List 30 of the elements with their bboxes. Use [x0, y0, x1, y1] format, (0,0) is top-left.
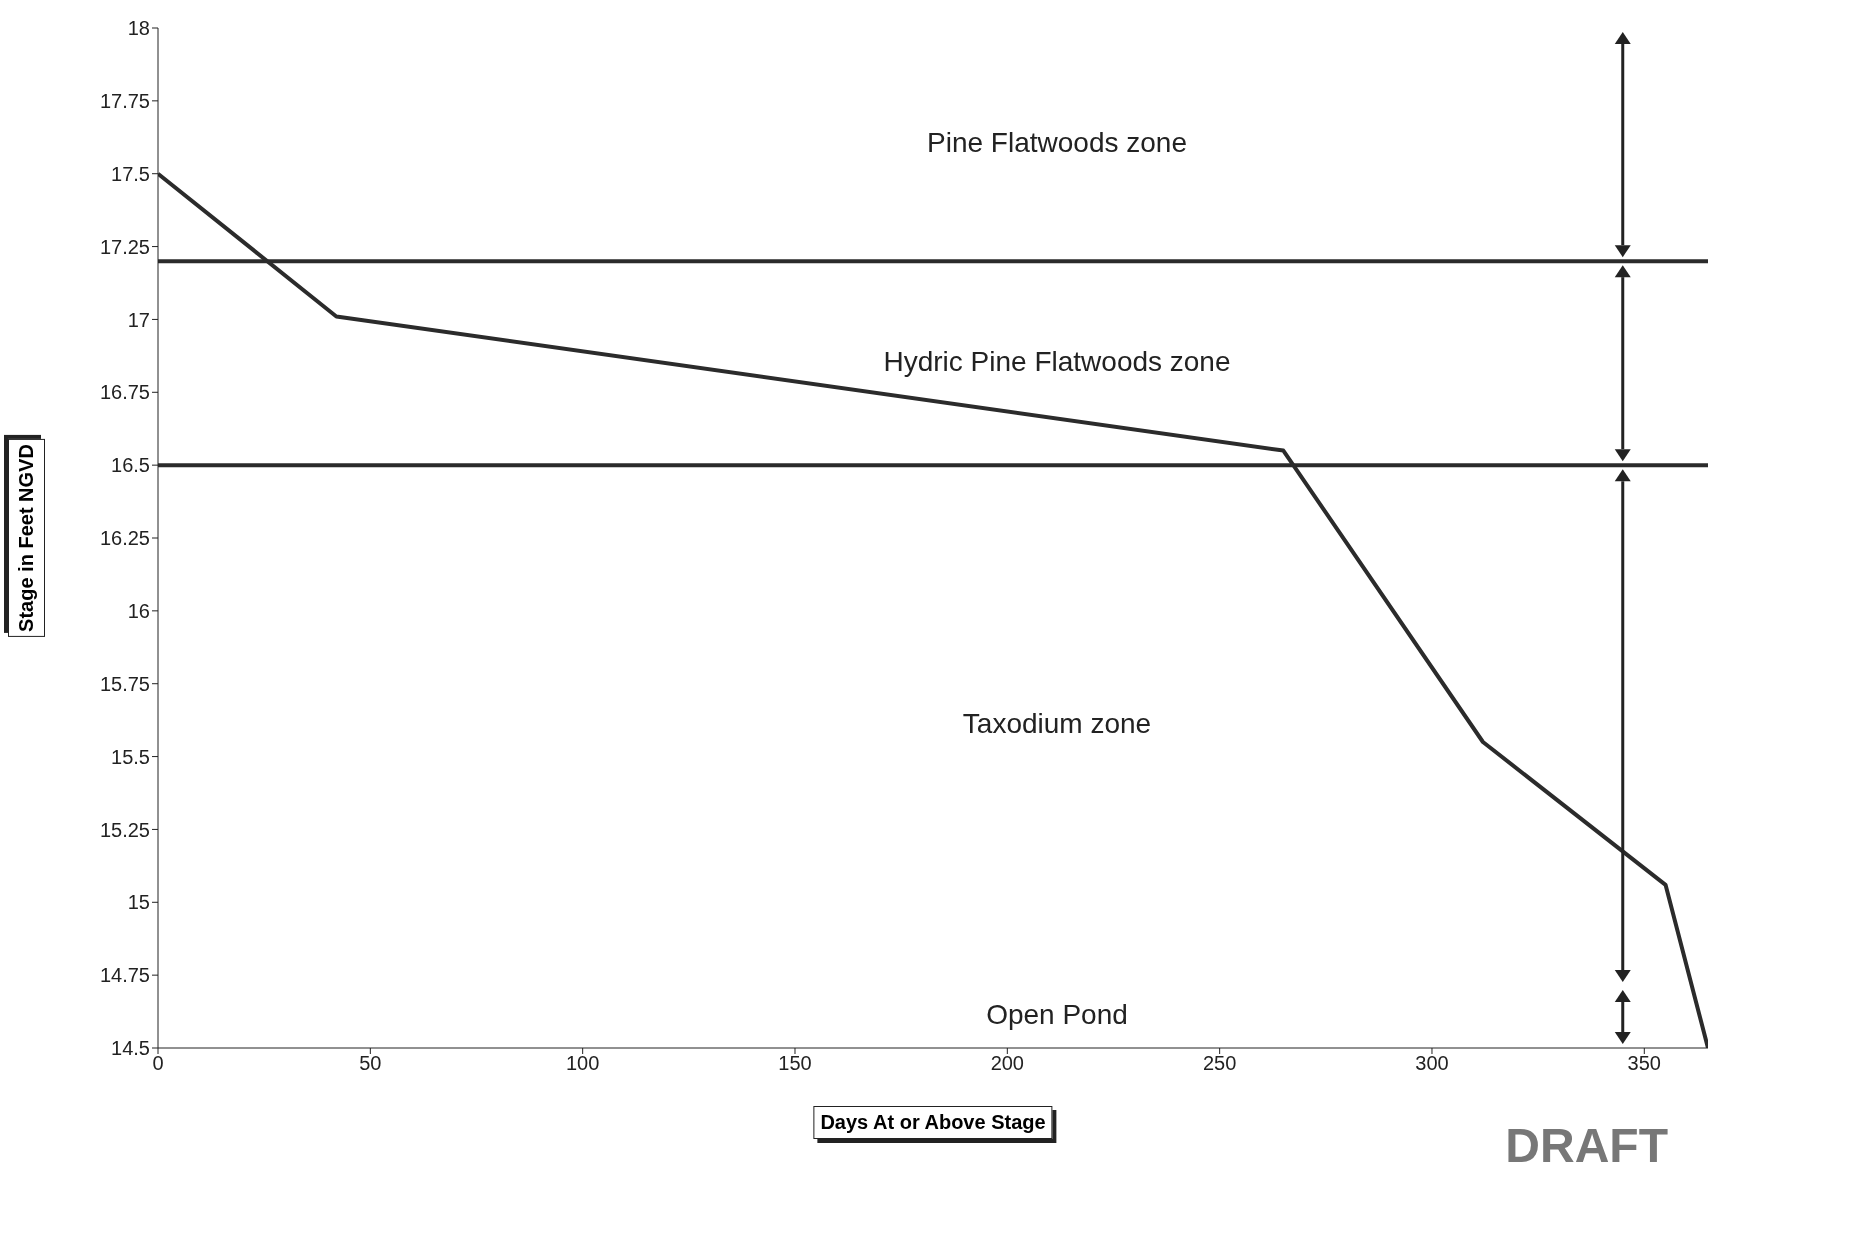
y-tick-label: 16 — [127, 599, 150, 622]
x-tick-label: 300 — [1415, 1052, 1449, 1075]
y-tick-label: 18 — [127, 17, 150, 40]
y-tick-label: 14.5 — [111, 1037, 150, 1060]
x-tick-label: 100 — [565, 1052, 600, 1075]
x-tick-label: 150 — [778, 1052, 812, 1075]
y-tick-label: 17.75 — [99, 89, 150, 112]
x-tick-label: 50 — [359, 1052, 382, 1075]
y-tick-label: 16.25 — [99, 527, 150, 550]
y-tick-label: 15.5 — [111, 745, 150, 768]
y-tick-label: 15.75 — [99, 672, 150, 695]
y-axis-title: Stage in Feet NGVD — [8, 439, 45, 637]
y-tick-label: 17.25 — [99, 235, 150, 258]
annotation: Open Pond — [986, 999, 1128, 1031]
x-tick-label: 350 — [1627, 1052, 1661, 1075]
annotation: Hydric Pine Flatwoods zone — [883, 345, 1231, 377]
y-tick-label: 15 — [127, 891, 150, 914]
x-tick-label: 0 — [152, 1052, 164, 1075]
y-tick-label: 15.25 — [99, 818, 150, 841]
y-tick-label: 16.75 — [99, 381, 150, 404]
y-tick-label: 16.5 — [111, 454, 150, 477]
x-tick-label: 250 — [1202, 1052, 1237, 1075]
y-tick-label: 14.75 — [99, 964, 150, 987]
x-tick-label: 200 — [990, 1052, 1024, 1075]
text: DRAFT — [1505, 1118, 1668, 1173]
annotation: Taxodium zone — [962, 707, 1152, 739]
annotation: Pine Flatwoods zone — [927, 126, 1187, 158]
y-tick-label: 17.5 — [111, 162, 150, 185]
x-axis-title: Days At or Above Stage — [813, 1106, 1053, 1139]
y-tick-label: 17 — [127, 308, 150, 331]
